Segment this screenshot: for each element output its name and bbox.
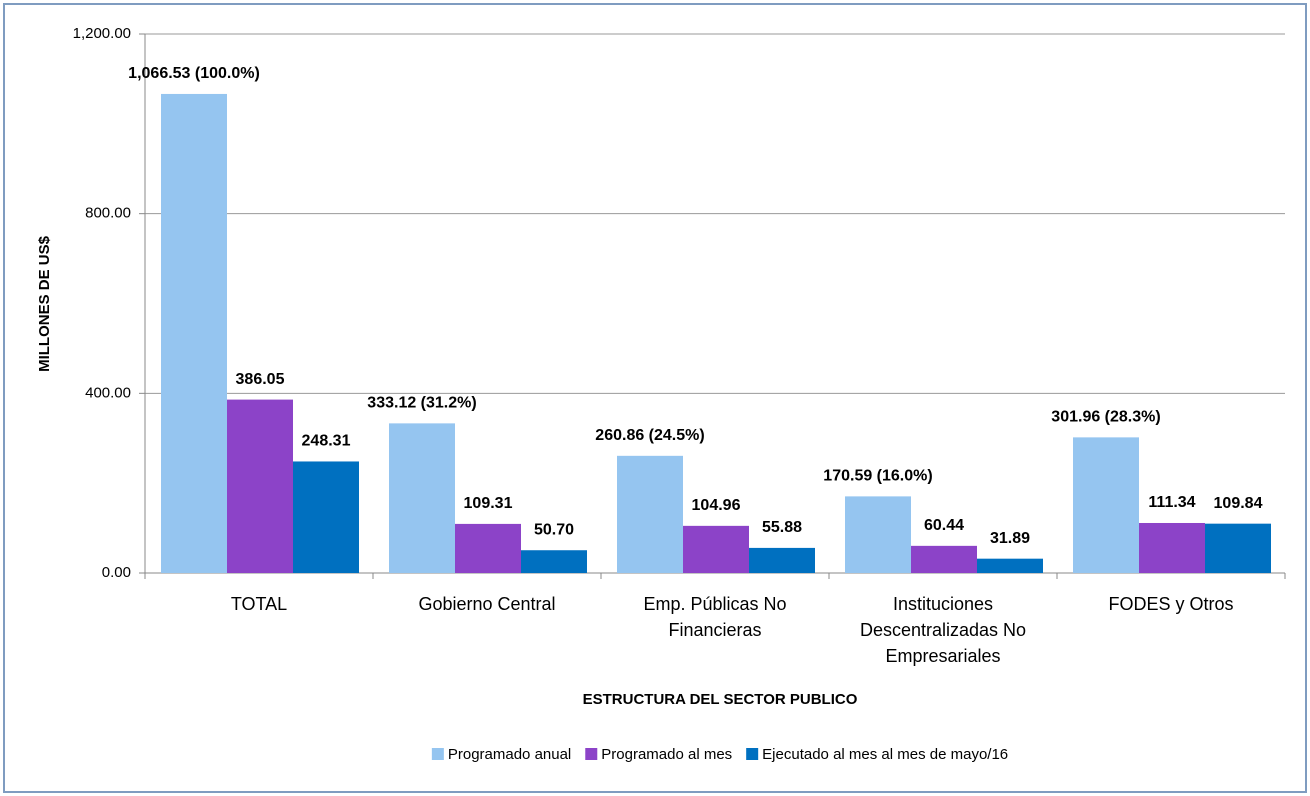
value-label: 109.84 — [1214, 495, 1263, 512]
bar — [683, 525, 749, 573]
bar — [749, 547, 815, 573]
bar — [455, 523, 521, 573]
label-line: FODES y Otros — [1108, 594, 1233, 614]
x-tick-label: Gobierno Central — [418, 594, 555, 614]
legend-swatch — [746, 748, 759, 760]
label-line: Financieras — [668, 620, 761, 640]
label-line: Instituciones — [893, 594, 993, 614]
y-tick-label: 0.00 — [102, 564, 131, 581]
value-label: 104.96 — [692, 497, 741, 514]
y-tick-label: 800.00 — [85, 205, 131, 222]
bar — [1073, 437, 1139, 573]
value-label: 386.05 — [236, 371, 285, 388]
label-line: Gobierno Central — [418, 594, 555, 614]
legend-label: Ejecutado al mes al mes de mayo/16 — [762, 746, 1008, 763]
bar — [1139, 522, 1205, 573]
x-tick-label: FODES y Otros — [1108, 594, 1233, 614]
value-label: 1,066.53 (100.0%) — [128, 65, 260, 82]
legend-swatch — [585, 748, 598, 760]
bar — [1205, 523, 1271, 573]
value-label: 333.12 (31.2%) — [367, 395, 476, 412]
value-label: 111.34 — [1148, 494, 1195, 511]
value-label: 260.86 (24.5%) — [595, 427, 704, 444]
legend-label: Programado al mes — [601, 746, 732, 763]
bar — [617, 455, 683, 573]
y-tick-label: 1,200.00 — [73, 25, 131, 42]
value-label: 55.88 — [762, 519, 802, 536]
x-tick-label: Emp. Públicas No Financieras — [643, 594, 786, 640]
value-label: 60.44 — [924, 517, 964, 534]
bar — [161, 93, 227, 574]
y-tick-label: 400.00 — [85, 384, 131, 401]
value-label: 31.89 — [990, 530, 1030, 547]
legend-label: Programado anual — [448, 746, 571, 763]
legend-swatch — [431, 748, 444, 760]
bar — [521, 550, 587, 573]
y-axis-title: MILLONES DE US$ — [36, 235, 53, 372]
value-label: 301.96 (28.3%) — [1051, 409, 1160, 426]
bar — [845, 496, 911, 573]
x-axis-title: ESTRUCTURA DEL SECTOR PUBLICO — [583, 691, 858, 708]
bar — [389, 423, 455, 573]
x-tick-label: TOTAL — [231, 594, 287, 614]
value-label: 170.59 (16.0%) — [823, 468, 932, 485]
value-label: 248.31 — [302, 433, 351, 450]
label-line: Descentralizadas No — [860, 620, 1026, 640]
label-line: Empresariales — [885, 646, 1000, 666]
value-label: 50.70 — [534, 521, 574, 538]
bar — [911, 545, 977, 573]
bar — [977, 558, 1043, 573]
x-tick-label: Instituciones Descentralizadas No Empresar… — [860, 594, 1026, 666]
label-line: Emp. Públicas No — [643, 594, 786, 614]
label-line: TOTAL — [231, 594, 287, 614]
legend: Programado anual Programado al mes Ejecuta… — [431, 746, 1008, 763]
value-label: 109.31 — [464, 495, 513, 512]
bar — [293, 461, 359, 573]
bar — [227, 399, 293, 573]
